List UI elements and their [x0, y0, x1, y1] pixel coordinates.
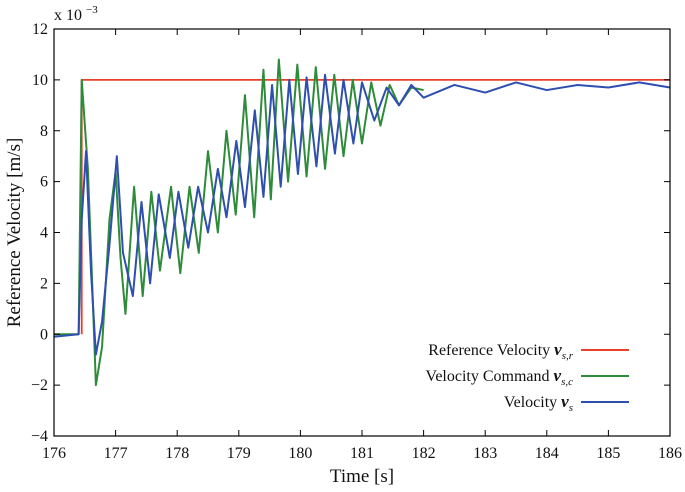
- y-axis-scale-factor: x 10 −3: [54, 4, 98, 24]
- y-axis-scale-base: x 10: [54, 7, 82, 24]
- y-tick-label: 4: [40, 225, 48, 242]
- y-axis-scale-exponent: −3: [86, 4, 98, 16]
- y-tick-label: 8: [40, 123, 48, 140]
- x-tick-label: 176: [42, 445, 66, 462]
- legend-entry: Velocity Command vs,c: [426, 366, 629, 388]
- legend-series-name: Velocity: [504, 394, 561, 411]
- y-tick-label: 10: [32, 72, 48, 89]
- y-tick-label: 0: [40, 326, 48, 343]
- x-tick-label: 183: [473, 445, 497, 462]
- x-tick-label: 184: [535, 445, 559, 462]
- legend-label: Velocity vs: [504, 392, 573, 414]
- legend-subscript: s: [569, 402, 573, 414]
- x-axis-label: Time [s]: [330, 466, 394, 487]
- legend-entry: Reference Velocity vs,r: [428, 340, 629, 362]
- x-tick-label: 180: [288, 445, 312, 462]
- y-tick-label: 2: [40, 275, 48, 292]
- x-tick-label: 177: [104, 445, 128, 462]
- legend-label: Velocity Command vs,c: [426, 366, 574, 388]
- chart-marks: [54, 58, 670, 387]
- y-tick-label: −2: [31, 377, 48, 394]
- legend-symbol: v: [561, 392, 569, 411]
- series-line-2: [54, 58, 424, 387]
- legend-series-name: Velocity Command: [426, 368, 554, 385]
- legend-symbol: v: [554, 366, 562, 385]
- legend-series-name: Reference Velocity: [428, 342, 554, 359]
- x-tick-label: 178: [165, 445, 189, 462]
- legend-label: Reference Velocity vs,r: [428, 340, 573, 362]
- legend-symbol: v: [554, 340, 562, 359]
- axis-ticks: 176 177 178 179 180 181 182 183 184 185 186 −4 −2 0 2 4…: [31, 21, 682, 462]
- y-tick-label: 12: [32, 21, 48, 38]
- y-tick-label: −4: [31, 428, 48, 445]
- x-tick-label: 181: [350, 445, 374, 462]
- x-tick-label: 186: [658, 445, 682, 462]
- plot-frame: [53, 28, 671, 437]
- x-tick-label: 182: [412, 445, 436, 462]
- legend-subscript: s,c: [561, 376, 573, 388]
- y-tick-label: 6: [40, 174, 48, 191]
- legend-entry: Velocity vs: [504, 392, 629, 414]
- series-line-3: [54, 73, 670, 356]
- x-tick-label: 185: [596, 445, 620, 462]
- x-tick-label: 179: [227, 445, 251, 462]
- y-axis-label: Reference Velocity [m/s]: [4, 138, 25, 328]
- legend-subscript: s,r: [562, 350, 574, 362]
